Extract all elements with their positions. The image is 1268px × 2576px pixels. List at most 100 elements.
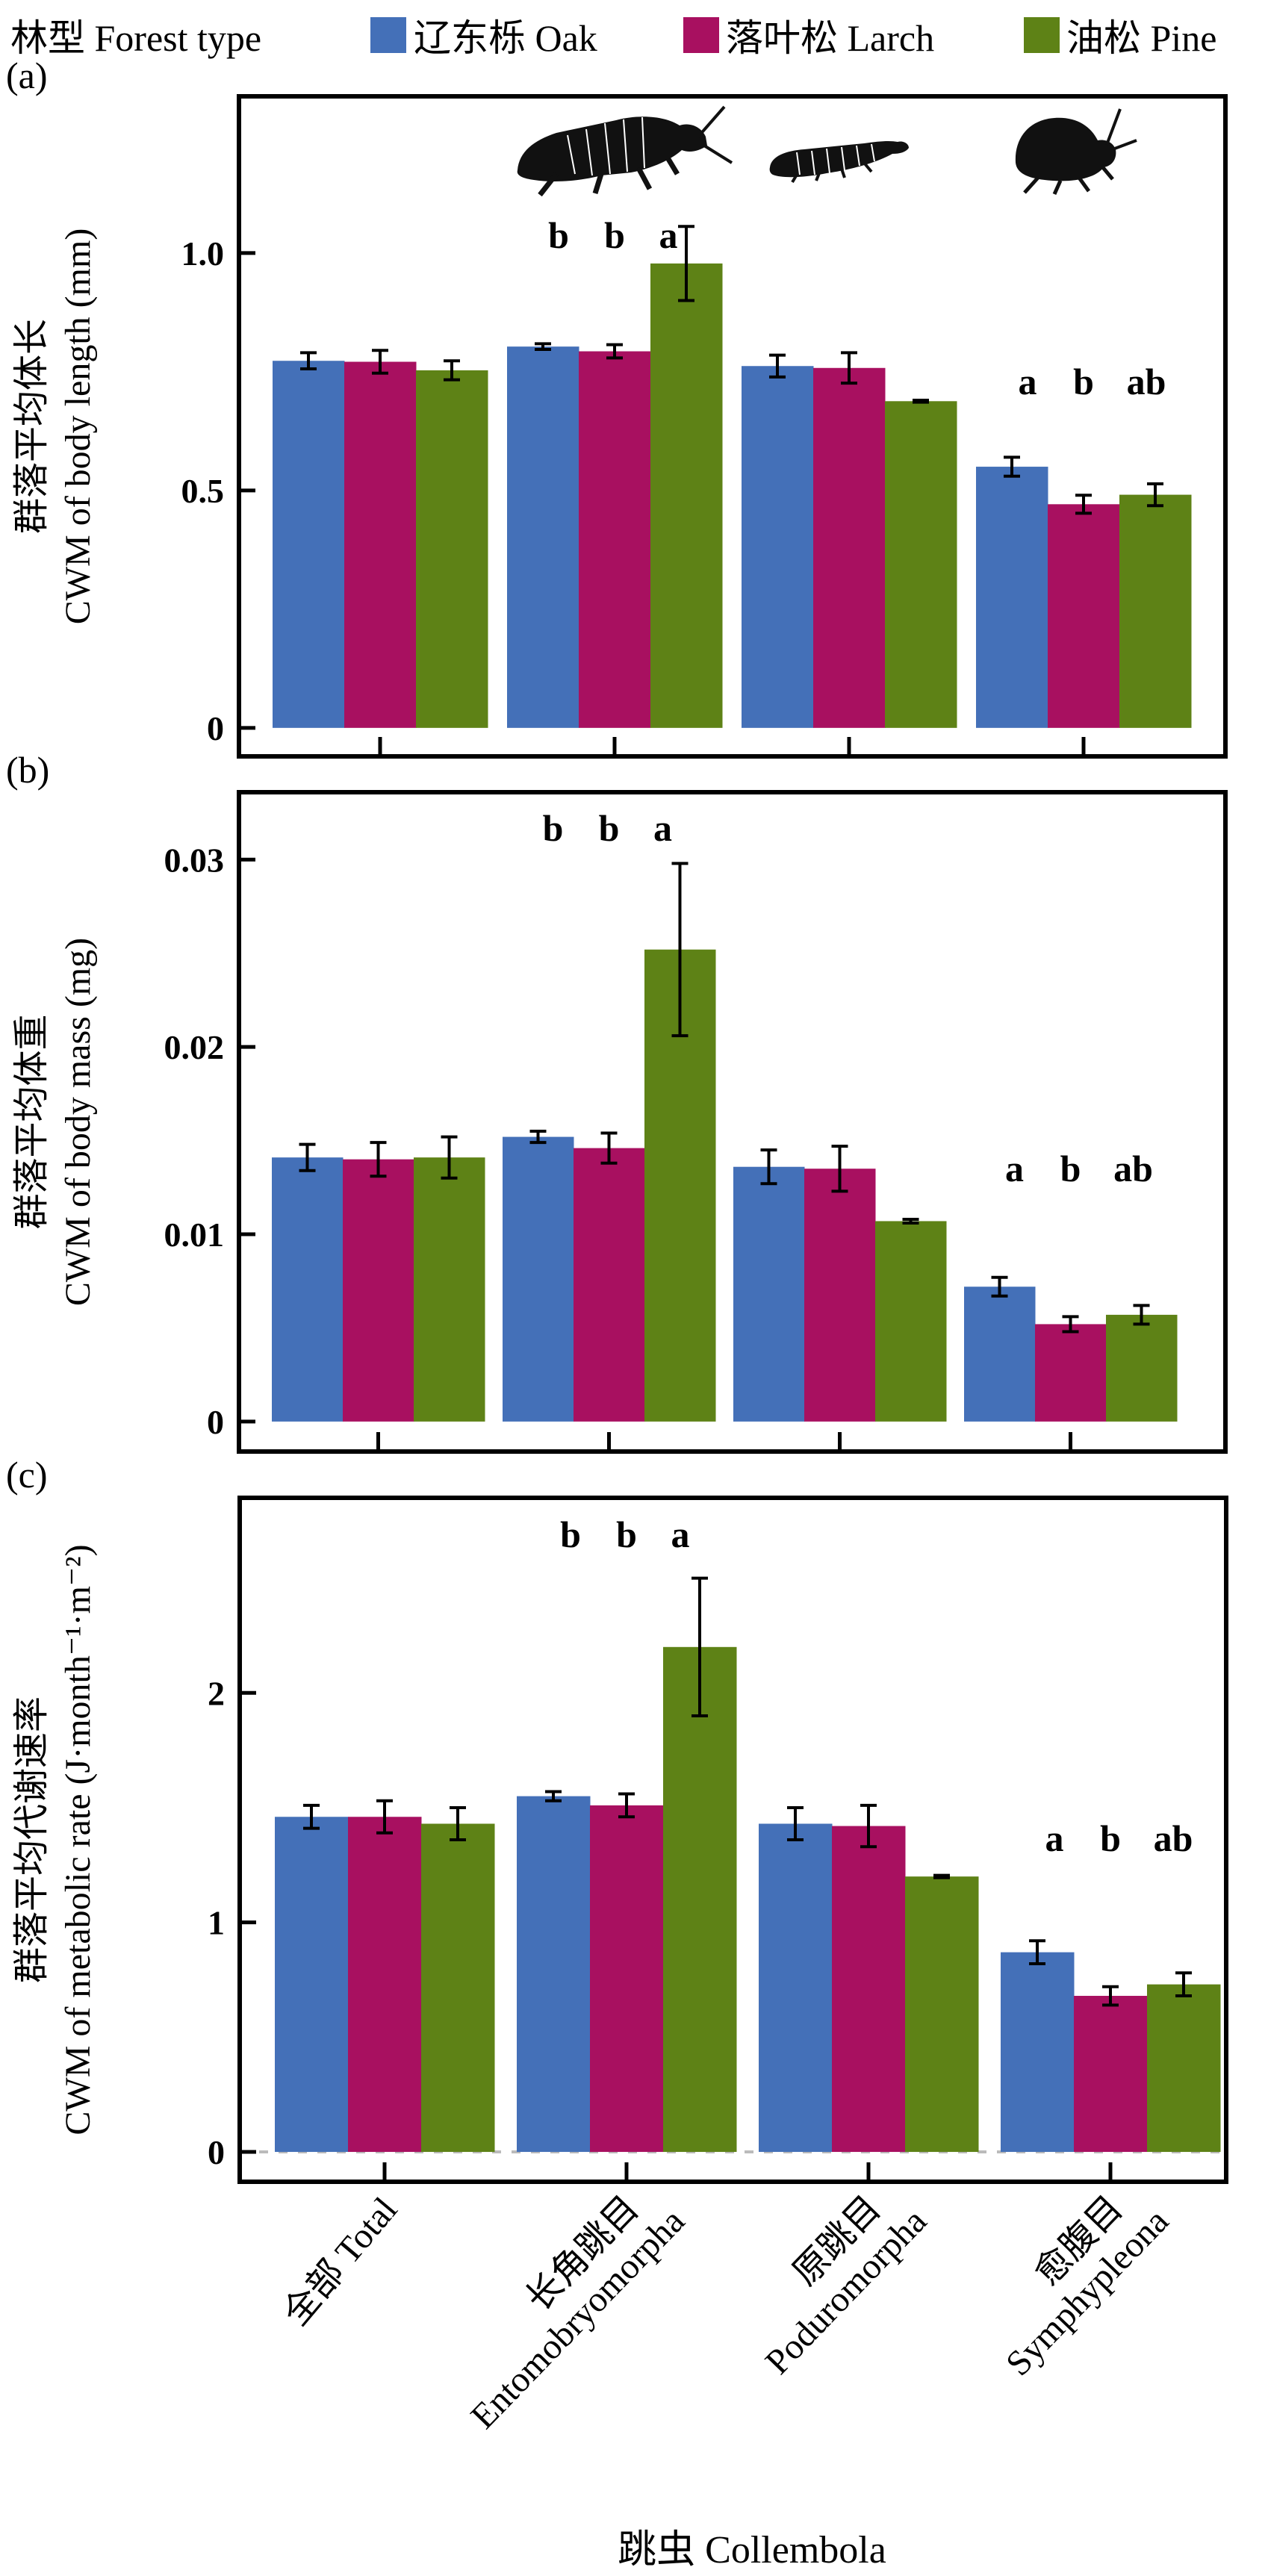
bar-pine-2: [875, 1221, 947, 1422]
y-tick-label: 1: [208, 1904, 225, 1942]
bar-oak-1: [517, 1796, 591, 2153]
y-axis-label-en: CWM of body length (mm): [58, 228, 98, 625]
bar-pine-0: [421, 1823, 495, 2153]
panel-c: (c) 0 1 2 群落平均代谢速率 CWM of metabolic rate (J·m…: [6, 1454, 1228, 2184]
legend-label-oak: 辽东栎 Oak: [414, 17, 597, 59]
legend-swatch-pine: [1024, 17, 1060, 53]
y-axis-label-en: CWM of metabolic rate (J·month⁻¹·m⁻²): [58, 1544, 98, 2135]
bar-larch-2: [804, 1169, 876, 1422]
significance-letter: b: [548, 214, 569, 256]
panel-label: (c): [6, 1454, 48, 1496]
significance-letter: b: [599, 807, 620, 849]
bar-pine-0: [416, 370, 488, 728]
y-tick-label: 0: [208, 2133, 225, 2171]
bar-larch-1: [574, 1148, 645, 1422]
bar-oak-0: [272, 1157, 344, 1422]
bar-larch-2: [813, 367, 886, 728]
bar-pine-3: [1147, 1984, 1221, 2153]
legend-label-larch: 落叶松 Larch: [726, 17, 934, 59]
bar-oak-0: [275, 1817, 349, 2153]
x-axis-labels: 全部 Total 长角跳目 Entomobryomorpha 原跳目 Podur…: [276, 2188, 1176, 2436]
bar-pine-3: [1119, 494, 1192, 728]
bar-larch-1: [590, 1805, 664, 2153]
y-tick-label: 0.5: [181, 472, 225, 510]
poduromorpha-silhouette-icon: [769, 140, 909, 184]
bar-oak-2: [759, 1823, 833, 2153]
bar-oak-3: [964, 1287, 1036, 1422]
legend-item-pine: 油松 Pine: [1024, 17, 1216, 59]
plot-frame: [237, 1496, 1228, 2184]
significance-letter: b: [616, 1513, 637, 1555]
plot-frame: [237, 790, 1228, 1454]
bar-pine-2: [905, 1876, 979, 2153]
bar-pine-2: [885, 401, 957, 728]
bar-oak-3: [976, 467, 1048, 728]
xtick-label-symphypleona: 愈腹目 Symphypleona: [998, 2188, 1176, 2383]
entomobryomorpha-silhouette-icon: [517, 105, 733, 197]
x-axis-title: 跳虫 Collembola: [618, 2529, 886, 2572]
significance-letter: b: [560, 1513, 581, 1555]
bar-larch-3: [1035, 1324, 1107, 1422]
panel-label: (b): [6, 749, 49, 791]
bar-oak-1: [507, 346, 579, 728]
significance-letter: b: [543, 807, 564, 849]
y-axis-label-cn: 群落平均代谢速率: [12, 1696, 52, 1983]
y-tick-label: 0.03: [164, 841, 225, 879]
y-tick-label: 1.0: [181, 234, 225, 273]
significance-letter: a: [1019, 361, 1037, 402]
significance-letter: ab: [1113, 1148, 1153, 1189]
symphypleona-silhouette-icon: [1015, 108, 1137, 196]
xtick-label-total-cn: 全部 Total: [276, 2190, 405, 2333]
panel-b: (b) 0 0.01 0.02 0.03 群落平均体重 CWM of body mass (…: [6, 749, 1228, 1454]
bar-pine-0: [414, 1157, 485, 1422]
significance-letter: a: [659, 214, 678, 256]
bar-pine-3: [1106, 1314, 1178, 1422]
bar-pine-1: [650, 263, 723, 728]
significance-letter: ab: [1154, 1817, 1193, 1859]
panels: (a) 0 0.5 1.0 群落平均体长 CWM of body length (mm) b…: [6, 55, 1228, 2184]
legend-title: 林型 Forest type: [10, 17, 261, 59]
xtick-label-entomobryomorpha: 长角跳目 Entomobryomorpha: [463, 2188, 692, 2436]
y-axis-label-cn: 群落平均体重: [12, 1014, 52, 1229]
bar-larch-0: [343, 1159, 414, 1422]
significance-letter: a: [671, 1513, 690, 1555]
significance-letter: a: [1005, 1148, 1024, 1189]
y-tick-label: 2: [208, 1674, 225, 1712]
significance-letter: b: [1073, 361, 1094, 402]
y-tick-label: 0: [207, 1403, 224, 1441]
legend-item-larch: 落叶松 Larch: [683, 17, 934, 59]
panel-label: (a): [6, 55, 48, 96]
legend-label-pine: 油松 Pine: [1066, 17, 1216, 59]
bar-oak-3: [1001, 1952, 1075, 2153]
legend-swatch-larch: [683, 17, 719, 53]
bar-pine-1: [663, 1646, 737, 2153]
y-tick-label: 0: [207, 709, 224, 747]
bar-larch-1: [579, 351, 651, 728]
bar-larch-3: [1048, 504, 1120, 728]
bar-larch-3: [1074, 1996, 1148, 2153]
bar-oak-1: [503, 1136, 574, 1422]
bar-oak-0: [273, 361, 345, 728]
y-tick-label: 0.02: [164, 1028, 225, 1066]
bar-larch-2: [832, 1826, 906, 2153]
xtick-label-total: 全部 Total: [276, 2190, 405, 2333]
panel-a: (a) 0 0.5 1.0 群落平均体长 CWM of body length (mm) b…: [6, 55, 1228, 759]
significance-letter: ab: [1127, 361, 1166, 402]
significance-letter: b: [1060, 1148, 1081, 1189]
legend: 林型 Forest type 辽东栎 Oak 落叶松 Larch 油松 Pine: [10, 17, 1216, 59]
bar-larch-0: [344, 361, 417, 728]
significance-letter: a: [1045, 1817, 1064, 1859]
plot-frame: [237, 94, 1228, 759]
xtick-label-poduromorpha: 原跳目 Poduromorpha: [758, 2188, 934, 2382]
significance-letter: b: [1100, 1817, 1121, 1859]
legend-swatch-oak: [370, 17, 406, 53]
bar-oak-2: [742, 366, 814, 728]
bar-larch-0: [348, 1817, 422, 2153]
bar-oak-2: [733, 1166, 805, 1422]
y-axis-label-cn: 群落平均体长: [12, 319, 52, 534]
significance-letter: b: [604, 214, 625, 256]
significance-letter: a: [653, 807, 672, 849]
y-tick-label: 0.01: [164, 1216, 225, 1254]
legend-item-oak: 辽东栎 Oak: [370, 17, 597, 59]
